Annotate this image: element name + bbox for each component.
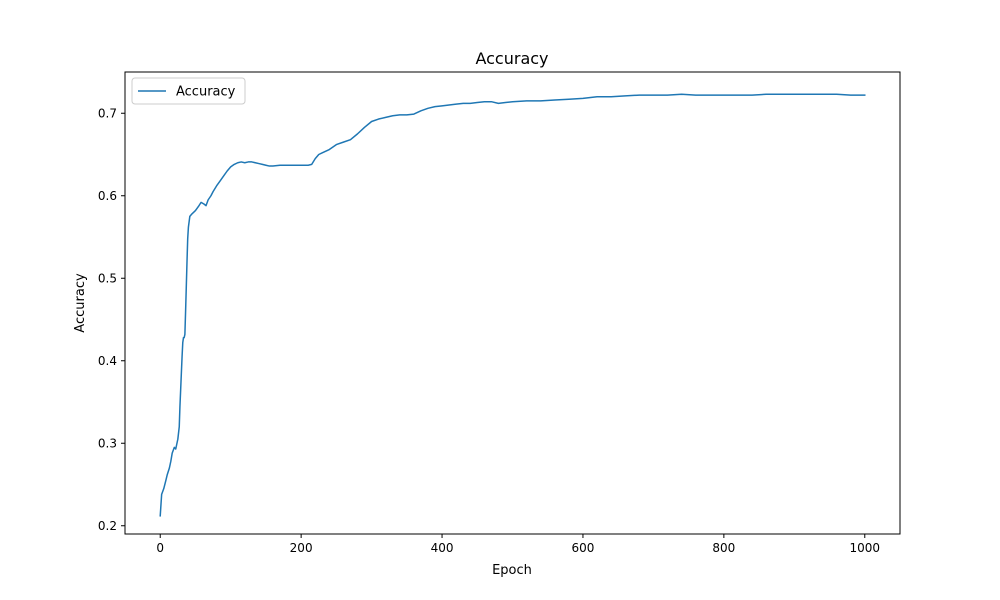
plot-frame <box>124 71 901 535</box>
y-tick-label: 0.2 <box>98 519 117 533</box>
y-tick-label: 0.4 <box>98 354 117 368</box>
legend-label-accuracy: Accuracy <box>176 85 236 100</box>
x-tick-label: 800 <box>712 541 735 555</box>
legend: Accuracy <box>131 77 246 105</box>
x-tick-label: 600 <box>572 541 595 555</box>
legend-box <box>131 77 246 105</box>
y-tick-label: 0.5 <box>98 271 117 285</box>
y-tick-label: 0.7 <box>98 106 117 120</box>
y-tick-label: 0.3 <box>98 436 117 450</box>
x-tick-label: 200 <box>290 541 313 555</box>
y-axis: 0.2 0.3 0.4 0.5 0.6 0.7 <box>98 106 125 533</box>
x-axis-label: Epoch <box>492 563 532 578</box>
x-tick-label: 0 <box>156 541 164 555</box>
chart-title: Accuracy <box>475 49 548 68</box>
x-tick-label: 1000 <box>849 541 880 555</box>
x-axis: 0 200 400 600 800 1000 <box>156 534 880 555</box>
y-tick-label: 0.6 <box>98 189 117 203</box>
y-axis-label: Accuracy <box>73 273 88 333</box>
series-line-accuracy <box>159 93 866 517</box>
plot-area <box>124 71 901 535</box>
x-tick-label: 400 <box>431 541 454 555</box>
